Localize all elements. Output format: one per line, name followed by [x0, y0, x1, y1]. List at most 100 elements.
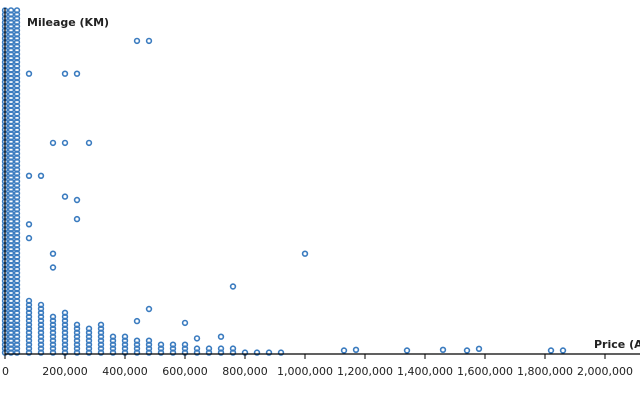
data-point — [25, 345, 33, 352]
data-point — [133, 337, 141, 344]
data-point — [7, 39, 15, 46]
x-tick-label: 1,000,000 — [277, 365, 333, 378]
x-tick-label: 1,800,000 — [517, 365, 573, 378]
data-point — [13, 345, 21, 352]
data-point — [463, 347, 471, 354]
data-point — [217, 345, 225, 352]
data-point — [61, 139, 69, 147]
data-point — [121, 345, 129, 352]
data-point — [157, 345, 165, 352]
data-point — [13, 66, 21, 74]
data-point — [13, 54, 21, 62]
data-point — [97, 325, 105, 332]
data-point — [7, 345, 15, 352]
data-point — [7, 305, 15, 312]
data-point — [13, 174, 21, 181]
data-point — [7, 31, 15, 38]
data-point — [7, 114, 15, 122]
data-point — [37, 172, 45, 180]
data-point — [49, 325, 57, 332]
data-point — [109, 333, 117, 340]
data-point — [13, 154, 21, 161]
data-point — [25, 234, 33, 242]
data-point — [85, 139, 93, 147]
data-point — [7, 50, 15, 58]
data-point — [85, 325, 93, 332]
data-point — [13, 230, 21, 237]
data-point — [97, 321, 105, 328]
data-point — [145, 345, 153, 352]
data-point — [7, 98, 15, 106]
data-point — [7, 106, 15, 114]
x-tick-label: 1,400,000 — [397, 365, 453, 378]
data-point — [49, 139, 57, 147]
data-point — [37, 345, 45, 352]
data-point — [181, 345, 189, 352]
data-point — [7, 230, 15, 237]
data-point — [73, 70, 81, 77]
data-point — [25, 70, 33, 77]
data-point — [121, 333, 129, 340]
data-point — [7, 86, 15, 94]
data-point — [73, 215, 81, 223]
data-point — [13, 70, 21, 78]
data-point — [13, 82, 21, 90]
data-point — [7, 46, 15, 54]
data-point — [61, 70, 69, 77]
data-point — [133, 345, 141, 352]
data-point — [7, 154, 15, 161]
data-point — [7, 126, 15, 134]
data-point — [145, 337, 153, 344]
data-point — [13, 305, 21, 312]
data-point — [37, 301, 45, 309]
data-point — [7, 54, 15, 62]
data-point — [49, 313, 57, 320]
data-point — [7, 66, 15, 74]
data-point — [7, 110, 15, 118]
data-point — [25, 172, 33, 180]
data-point — [13, 46, 21, 54]
data-point — [49, 264, 57, 271]
data-point — [13, 90, 21, 98]
data-point — [7, 249, 15, 257]
x-axis-title: Price (AUD) — [594, 338, 640, 351]
data-point — [181, 319, 189, 327]
data-point — [475, 345, 483, 352]
data-point — [25, 325, 33, 332]
x-tick-label: 200,000 — [42, 365, 88, 378]
data-point — [73, 325, 81, 332]
data-point — [7, 70, 15, 78]
scatter-points — [1, 7, 567, 356]
data-point — [13, 62, 21, 70]
data-point — [352, 346, 360, 353]
data-point — [13, 98, 21, 106]
data-point — [25, 297, 33, 305]
data-point — [61, 193, 69, 200]
data-point — [7, 82, 15, 90]
data-point — [13, 194, 21, 201]
data-point — [13, 74, 21, 82]
data-point — [13, 110, 21, 118]
data-point — [13, 126, 21, 134]
data-point — [13, 39, 21, 46]
data-point — [145, 305, 153, 313]
data-point — [13, 58, 21, 66]
x-axis-ticks: 0 200,000 400,000 600,000 800,000 1,000,000 1,… — [2, 354, 633, 378]
data-point — [7, 194, 15, 201]
data-point — [169, 345, 177, 352]
x-tick-label: 1,200,000 — [337, 365, 393, 378]
data-point — [7, 102, 15, 110]
data-point — [13, 138, 21, 145]
data-point — [13, 289, 21, 297]
data-point — [7, 42, 15, 50]
data-point — [13, 325, 21, 332]
data-point — [13, 94, 21, 102]
data-point — [145, 37, 153, 45]
data-point — [229, 283, 237, 290]
data-point — [13, 106, 21, 114]
data-point — [403, 347, 411, 354]
data-point — [109, 345, 117, 352]
data-point — [49, 250, 57, 257]
data-point — [13, 35, 21, 42]
data-point — [13, 214, 21, 221]
